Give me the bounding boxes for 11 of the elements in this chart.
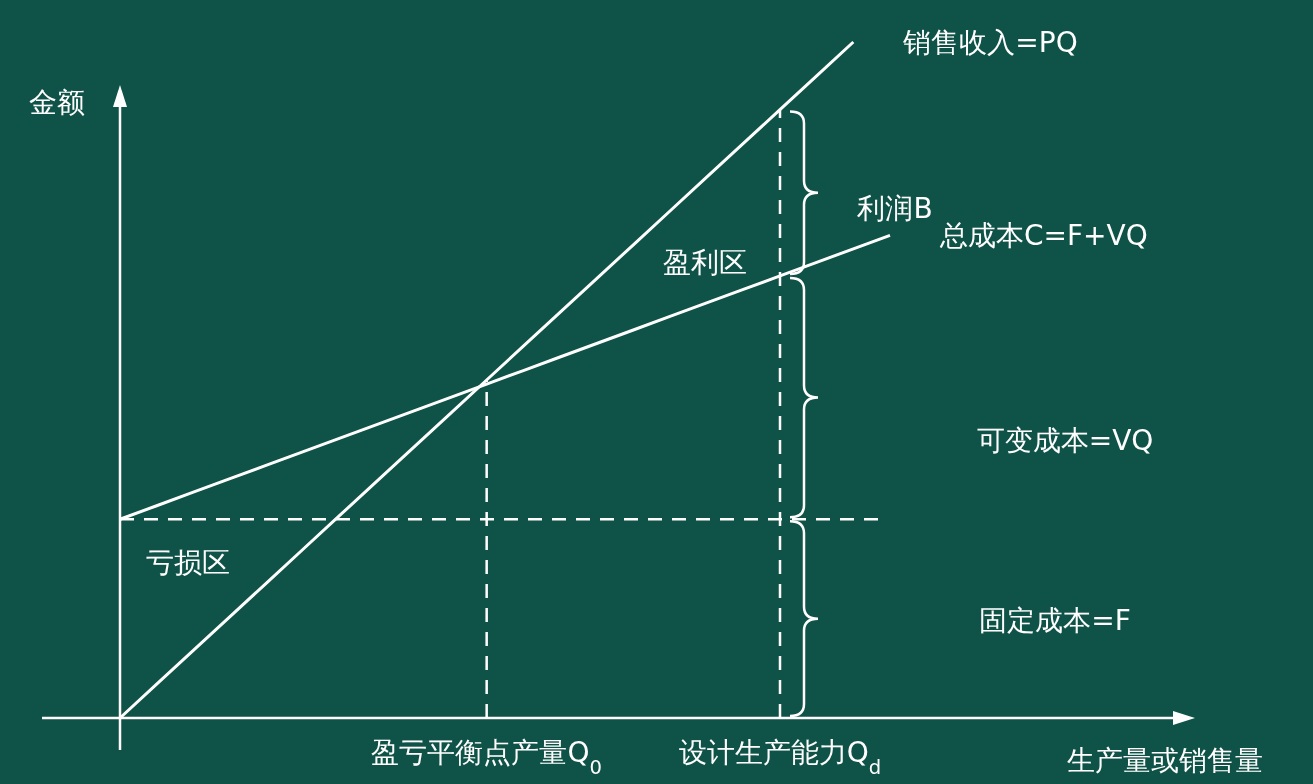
annotation: 盈利区 xyxy=(663,246,747,279)
y-axis-title: 金额 xyxy=(29,86,85,119)
text: 生产量或销售量 xyxy=(1067,744,1263,777)
series-label: 总成本C=F+VQ xyxy=(939,219,1148,253)
series-label: 销售收入=PQ xyxy=(902,26,1078,59)
text: 固定成本=F xyxy=(979,604,1131,637)
annotation: 利润B xyxy=(857,192,933,225)
x-tick-label: 盈亏平衡点产量Q$_{0}$ xyxy=(371,736,602,779)
text: 可变成本=VQ xyxy=(976,424,1154,457)
x-tick-label: 设计生产能力Q$_{d}$ xyxy=(678,736,882,779)
annotation: 亏损区 xyxy=(146,546,230,579)
